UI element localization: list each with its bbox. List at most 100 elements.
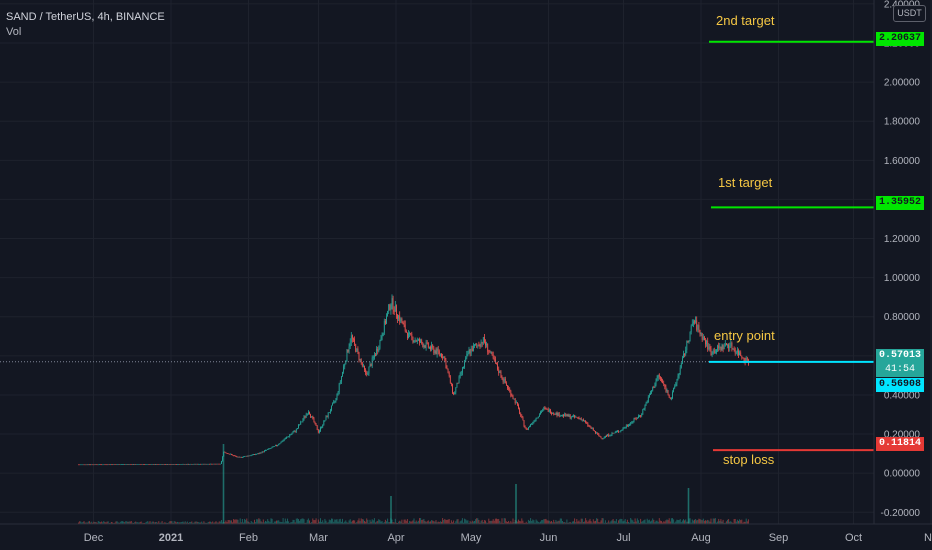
candle-body <box>551 413 552 414</box>
volume-bar <box>740 520 742 524</box>
candle-body <box>207 463 209 465</box>
candle-body <box>141 464 143 465</box>
candle-body <box>397 315 398 319</box>
volume-bar <box>699 519 701 524</box>
candle-body <box>539 414 540 417</box>
volume-bar <box>576 519 578 524</box>
volume-bar <box>455 521 457 524</box>
candle-body <box>584 420 585 422</box>
symbol-title[interactable]: SAND / TetherUS, 4h, BINANCE <box>6 11 165 23</box>
candle-body <box>212 463 214 465</box>
candle-body <box>489 351 491 353</box>
volume-bar <box>592 519 594 524</box>
volume-bar <box>98 521 100 524</box>
volume-bar <box>441 521 442 524</box>
candle-body <box>369 364 371 368</box>
volume-bar <box>612 518 614 524</box>
volume-bar <box>476 518 478 524</box>
volume-label[interactable]: Vol <box>6 26 22 38</box>
candle-body <box>129 464 131 465</box>
volume-bar <box>338 519 340 524</box>
candle-body <box>85 464 87 466</box>
stop-loss-annotation: stop loss <box>723 452 775 467</box>
candle-body <box>425 342 427 348</box>
candle-body <box>616 431 617 433</box>
candle-body <box>594 430 595 432</box>
volume-bar <box>446 519 448 524</box>
candle-body <box>599 435 601 437</box>
candle-body <box>224 451 226 453</box>
candle-body <box>456 382 458 388</box>
volume-bar <box>672 518 673 524</box>
volume-bar <box>678 520 680 524</box>
candle-body <box>481 342 483 344</box>
volume-bar <box>498 518 500 524</box>
candle-body <box>246 455 248 457</box>
candle-body <box>699 330 701 334</box>
candle-body <box>111 464 112 466</box>
volume-bar <box>272 522 274 524</box>
candle-body <box>745 357 747 363</box>
volume-bar <box>444 518 446 524</box>
candle-body <box>590 426 592 429</box>
volume-bar <box>293 519 295 524</box>
candle-body <box>569 415 571 419</box>
candle-body <box>587 422 589 426</box>
volume-bar <box>500 522 502 524</box>
second-target-price-tag: 2.20637 <box>876 32 924 46</box>
time-axis[interactable]: Dec 2021 Feb Mar Apr May Jun Jul Aug Sep Oct No <box>84 532 932 544</box>
volume-bar <box>103 521 105 524</box>
volume-bar <box>494 518 496 524</box>
candle-body <box>144 464 145 465</box>
candle-body <box>496 363 497 365</box>
volume-bar <box>585 518 587 524</box>
candle-body <box>547 409 549 412</box>
volume-bar <box>617 522 618 524</box>
candle-body <box>225 452 227 454</box>
volume-bar <box>516 521 518 524</box>
volume-bar <box>287 518 288 524</box>
candle-body <box>104 464 106 466</box>
volume-bar <box>119 521 121 524</box>
volume-bar <box>258 518 260 524</box>
candle-body <box>598 434 600 436</box>
volume-bar <box>181 521 183 524</box>
candle-body <box>735 352 737 354</box>
candle-body <box>438 351 440 355</box>
volume-bar <box>227 520 229 524</box>
candle-body <box>630 422 632 425</box>
volume-bar <box>534 522 536 524</box>
candle-body <box>304 416 306 418</box>
volume-bar <box>262 519 264 524</box>
volume-bar <box>311 521 313 524</box>
candle-body <box>635 418 637 420</box>
level-lines[interactable] <box>709 40 874 452</box>
candle-body <box>277 444 278 446</box>
candle-body <box>387 311 388 317</box>
volume-bar <box>267 519 269 524</box>
candle-body <box>391 298 393 305</box>
volume-bar <box>674 522 676 524</box>
volume-bar <box>270 518 272 524</box>
candle-body <box>737 350 738 353</box>
volume-bar <box>380 521 382 524</box>
candle-body <box>244 456 245 457</box>
volume-bar <box>378 519 380 524</box>
candle-body <box>418 339 419 340</box>
volume-bar <box>306 519 308 524</box>
candle-body <box>685 349 687 355</box>
volume-bar <box>513 522 515 524</box>
candle-body <box>132 464 133 465</box>
candle-body <box>678 373 680 376</box>
candle-body <box>280 441 282 444</box>
volume-bar <box>689 518 691 524</box>
candle-body <box>336 393 338 399</box>
candle-body <box>295 429 297 432</box>
volume-bar <box>299 520 301 524</box>
time-tick-label: Sep <box>769 532 789 544</box>
candle-body <box>442 357 443 358</box>
candle-body <box>150 464 152 465</box>
volume-bar <box>667 520 669 524</box>
currency-badge[interactable]: USDT <box>893 5 926 22</box>
